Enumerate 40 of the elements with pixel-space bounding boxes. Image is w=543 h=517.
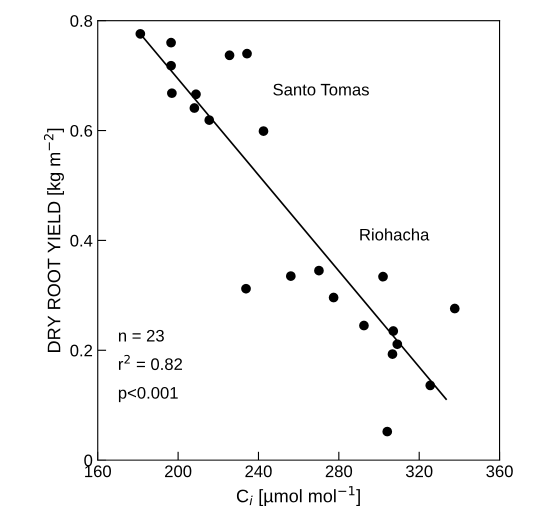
point: [392, 339, 402, 350]
point: [378, 272, 388, 282]
annotation: r$^{2}$ = 0.82: [118, 354, 182, 370]
annotation: Santo Tomas: [273, 84, 369, 96]
point: [135, 29, 146, 39]
annotation: Riohacha: [360, 228, 430, 241]
point: [328, 292, 338, 302]
x-tick-label: 280: [326, 465, 352, 478]
x-tick-label: 360: [486, 465, 513, 478]
point: [258, 126, 268, 136]
point: [167, 88, 177, 98]
point: [450, 304, 460, 314]
point: [224, 50, 234, 60]
annotation: p<0.001: [118, 386, 178, 402]
point: [382, 426, 392, 436]
x-tick-label: 160: [85, 465, 111, 478]
point: [166, 38, 176, 48]
x-axis-title: C$_{i}$ [µmol mol$^{−1}$]: [236, 486, 360, 506]
y-tick-label: 0: [84, 454, 92, 466]
point: [190, 103, 200, 113]
point: [166, 60, 176, 71]
point: [359, 320, 369, 330]
x-tick-label: 200: [165, 465, 192, 478]
annotation: n = 23: [118, 330, 164, 342]
point: [425, 380, 436, 390]
y-tick-label: 0.8: [70, 15, 92, 27]
point: [204, 115, 214, 125]
x-tick-label: 240: [245, 465, 272, 478]
y-axis-title: DRY ROOT YIELD [kg m$^{−2}$]: [44, 128, 64, 352]
y-tick-label: 0.2: [70, 344, 92, 356]
y-tick-label: 0.4: [70, 234, 92, 247]
point: [286, 271, 296, 281]
x-tick-label: 320: [406, 465, 432, 478]
point: [191, 89, 201, 100]
point: [314, 266, 324, 276]
point: [388, 326, 398, 336]
point: [241, 284, 251, 294]
y-tick-label: 0.6: [70, 124, 92, 137]
point: [388, 349, 398, 359]
point: [242, 48, 252, 58]
